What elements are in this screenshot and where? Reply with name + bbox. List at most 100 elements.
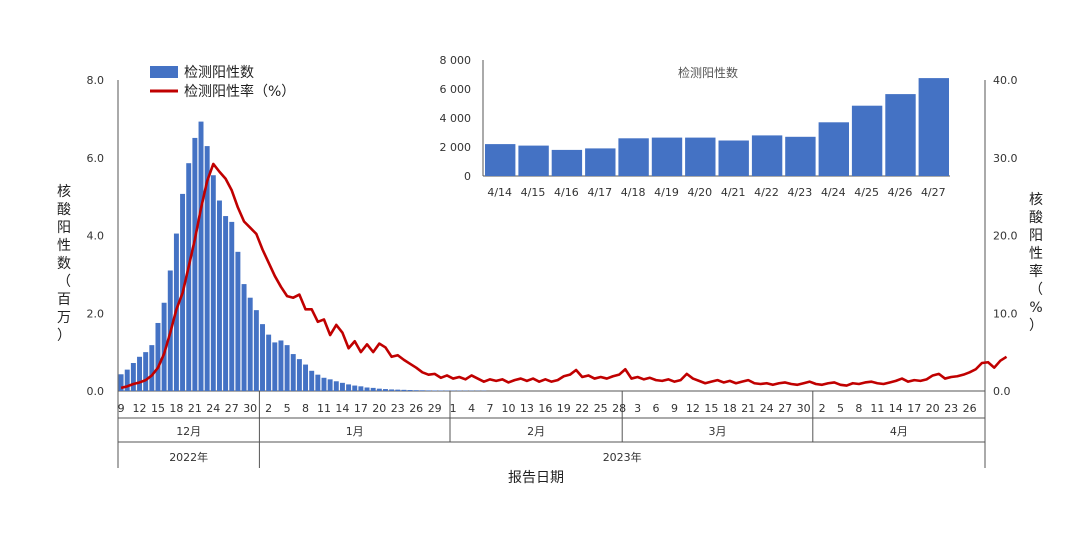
main-bar [247,297,253,391]
x-day-tick-label: 6 [653,402,660,415]
x-day-tick-label: 23 [944,402,958,415]
inset-bar [485,144,516,176]
x-day-tick-label: 9 [671,402,678,415]
x-day-tick-label: 26 [963,402,977,415]
positive-rate-line [120,162,1008,390]
main-bar [266,334,272,391]
x-day-tick-label: 2 [265,402,272,415]
inset-bar [551,149,583,176]
x-day-tick-label: 17 [907,402,921,415]
inset-x-tick-label: 4/18 [621,186,646,199]
inset-y-tick-label: 2 000 [440,141,472,154]
x-day-tick-label: 23 [391,402,405,415]
inset-x-tick-label: 4/14 [487,186,512,199]
main-bar [143,352,149,392]
right-y-axis-title: 核酸阳性率（%） [1029,192,1043,334]
x-day-tick-label: 30 [797,402,811,415]
x-day-tick-label: 12 [133,402,147,415]
x-day-tick-label: 11 [317,402,331,415]
legend-bar-swatch [150,66,178,78]
x-day-tick-label: 15 [704,402,718,415]
inset-bar [518,145,549,176]
x-day-tick-label: 8 [302,402,309,415]
inset-x-tick-label: 4/16 [554,186,579,199]
main-bar [383,389,388,391]
inset-bar [651,137,683,176]
inset-bar [785,136,816,176]
right-y-tick-label: 30.0 [993,152,1018,165]
x-day-tick-label: 14 [889,402,903,415]
inset-x-tick-label: 4/27 [921,186,946,199]
x-year-label: 2022年 [169,450,208,464]
main-bar [241,284,247,391]
inset-x-tick-label: 4/15 [521,186,546,199]
main-bar [137,356,142,391]
left-y-tick-label: 4.0 [87,230,105,243]
x-day-tick-label: 29 [428,402,442,415]
x-day-tick-label: 27 [225,402,239,415]
inset-x-tick-label: 4/24 [821,186,846,199]
x-day-tick-label: 20 [926,402,940,415]
inset-bar [918,78,949,176]
main-bar [223,216,229,391]
x-day-tick-labels: 9 12 15 18 21 24 27 30 2 5 8 11 14 17 20 23 26 29 1 4 7 10 13 1… [118,402,977,415]
left-y-tick-label: 8.0 [87,74,105,87]
main-bar [149,345,155,391]
main-bar [210,175,216,391]
right-y-tick-label: 20.0 [993,230,1018,243]
inset-y-tick-label: 0 [464,170,471,183]
inset-bar [585,148,616,176]
x-axis-title: 报告日期 [508,470,564,486]
inset-x-tick-label: 4/21 [721,186,746,199]
main-bar [253,310,259,391]
x-month-label: 2月 [527,425,545,438]
x-day-tick-label: 14 [335,402,349,415]
main-bar [235,251,241,391]
main-bar [376,388,382,391]
main-bar [124,369,130,391]
x-month-label: 3月 [709,425,727,438]
main-bar [419,390,425,391]
inset-bar [685,137,716,176]
x-day-tick-label: 2 [819,402,826,415]
right-y-tick-label: 0.0 [993,385,1011,398]
main-bar [346,384,352,391]
main-bar [426,390,431,391]
main-bar [333,381,339,391]
x-year-label: 2023年 [603,450,642,464]
month-separators [117,391,986,468]
main-bar [278,340,284,391]
left-y-axis-title: 核酸阳性数（百万） [57,184,71,344]
x-day-tick-label: 11 [870,402,884,415]
main-bar [229,221,235,391]
inset-y-ticks: 0 2 000 4 000 6 000 8 000 [440,54,472,183]
inset-y-tick-label: 4 000 [440,112,472,125]
inset-x-tick-label: 4/17 [587,186,612,199]
inset-title: 检测阳性数 [678,65,738,80]
main-bar [352,385,358,391]
inset-bar [751,135,783,176]
x-day-tick-label: 20 [372,402,386,415]
main-bar [407,390,413,391]
main-bar [204,146,210,391]
x-day-tick-label: 17 [354,402,368,415]
x-day-tick-label: 15 [151,402,165,415]
left-y-tick-label: 2.0 [87,307,105,320]
x-month-label: 1月 [346,425,364,438]
main-bar [413,390,419,391]
main-bar [358,386,364,391]
main-bar [395,389,401,391]
inset-x-tick-label: 4/26 [888,186,913,199]
x-day-tick-label: 1 [450,402,457,415]
inset-x-tick-label: 4/22 [754,186,779,199]
inset-bars [485,78,949,176]
main-bar [118,374,124,391]
inset-x-tick-label: 4/25 [854,186,879,199]
left-y-tick-label: 6.0 [87,152,105,165]
main-bar [272,342,278,391]
inset-x-tick-label: 4/20 [687,186,712,199]
x-day-tick-label: 25 [594,402,608,415]
x-day-tick-label: 16 [538,402,552,415]
main-bar [389,389,395,391]
